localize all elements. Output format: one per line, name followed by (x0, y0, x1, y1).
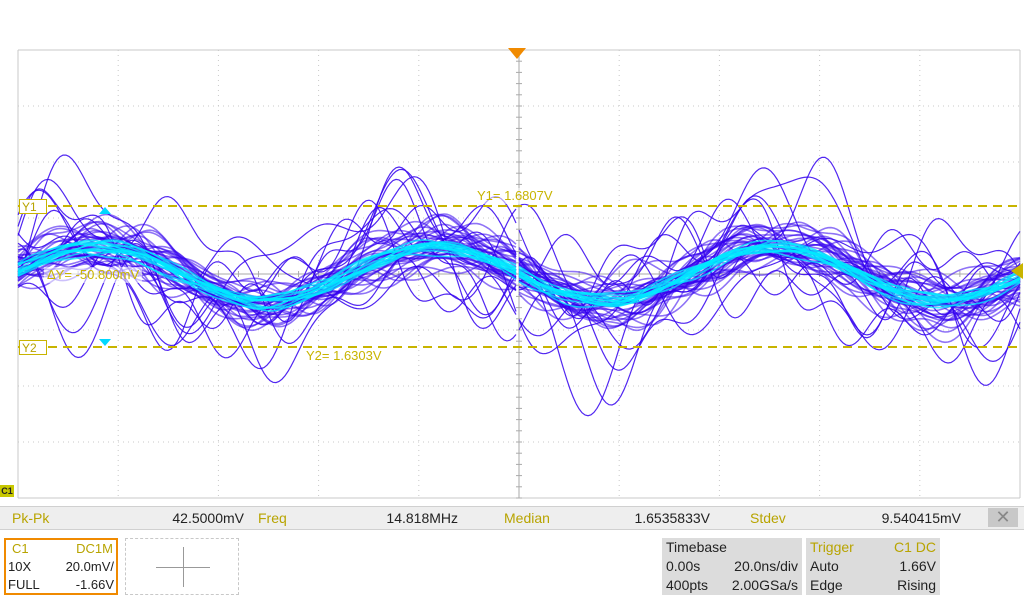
waveform-core-trace (518, 243, 1021, 305)
waveform-persistence-trace (518, 228, 1021, 371)
waveform-persistence-trace (518, 254, 1021, 303)
timebase-sample-rate: 2.00GSa/s (731, 577, 798, 593)
crosshair-icon-vertical (183, 547, 184, 587)
measurement-bar: Pk-Pk 42.5000mV Freq 14.818MHz Median 1.… (0, 506, 1024, 530)
measure-value-freq: 14.818MHz (386, 510, 458, 526)
channel-1-panel[interactable]: C1 DC1M 10X 20.0mV/ FULL -1.66V (4, 538, 118, 595)
channel-marker: C1 (0, 485, 14, 497)
channel-probe: 10X (8, 559, 32, 574)
waveform-persistence-trace (17, 225, 517, 318)
channel-coupling: DC1M (76, 541, 113, 556)
channel-offset: -1.66V (75, 577, 114, 592)
timebase-scale: 20.0ns/div (734, 558, 798, 574)
waveform-core-trace (17, 250, 517, 302)
waveform-persistence-trace (17, 213, 517, 316)
waveform-persistence-trace (518, 225, 1021, 344)
close-measure-icon[interactable]: ✕ (988, 508, 1018, 527)
waveform-core (17, 239, 1021, 312)
trigger-source: C1 DC (893, 539, 936, 555)
waveform-display[interactable] (0, 0, 1024, 506)
measure-label-stdev: Stdev (750, 510, 786, 526)
waveform-persistence-trace (17, 220, 517, 300)
trigger-level-icon[interactable] (1011, 263, 1023, 279)
cursor-y1-tag[interactable]: Y1 (19, 199, 47, 214)
measure-label-pkpk: Pk-Pk (12, 510, 50, 526)
timebase-title: Timebase (666, 539, 727, 555)
cursor-y1-readout: Y1= 1.6807V (474, 188, 556, 204)
timebase-panel[interactable]: Timebase 0.00s 20.0ns/div 400pts 2.00GSa… (662, 538, 802, 595)
channel-bandwidth: FULL (8, 577, 40, 592)
waveform-persistence-trace (17, 208, 517, 334)
waveform-persistence-trace (518, 239, 1021, 329)
waveform-persistence-trace (518, 233, 1021, 332)
waveform-persistence-trace (17, 250, 517, 294)
trigger-mode: Auto (810, 558, 839, 574)
measure-label-median: Median (504, 510, 550, 526)
channel-name: C1 (12, 541, 29, 556)
channel-scale: 20.0mV/ (65, 559, 114, 574)
measure-value-median: 1.6535833V (634, 510, 710, 526)
waveform-persistence-trace (17, 176, 517, 359)
cursor-y2-tag[interactable]: Y2 (19, 340, 47, 355)
cursor-y2-readout: Y2= 1.6303V (303, 348, 385, 364)
empty-channel-slot[interactable] (125, 538, 239, 595)
waveform-core-trace (518, 250, 1021, 296)
trigger-position-icon[interactable] (508, 48, 526, 59)
waveform-core-trace (17, 241, 517, 309)
timebase-points: 400pts (666, 577, 709, 593)
cursor-y2-arrow-icon (99, 339, 111, 346)
trigger-panel[interactable]: Trigger C1 DC Auto 1.66V Edge Rising (806, 538, 940, 595)
cursor-y1-arrow-icon (99, 207, 111, 214)
cursor-delta-readout: ΔY= -50.800mV (44, 267, 143, 283)
trigger-level: 1.66V (899, 558, 936, 574)
timebase-delay: 0.00s (666, 558, 701, 574)
measure-value-stdev: 9.540415mV (881, 510, 961, 526)
trigger-slope: Rising (897, 577, 936, 593)
measure-label-freq: Freq (258, 510, 287, 526)
trigger-type: Edge (810, 577, 843, 593)
waveform-persistence-trace (518, 221, 1021, 330)
waveform-persistence-trace (518, 224, 1021, 321)
waveform-core-trace (17, 249, 517, 299)
trigger-title: Trigger (810, 539, 854, 555)
measure-value-pkpk: 42.5000mV (172, 510, 244, 526)
